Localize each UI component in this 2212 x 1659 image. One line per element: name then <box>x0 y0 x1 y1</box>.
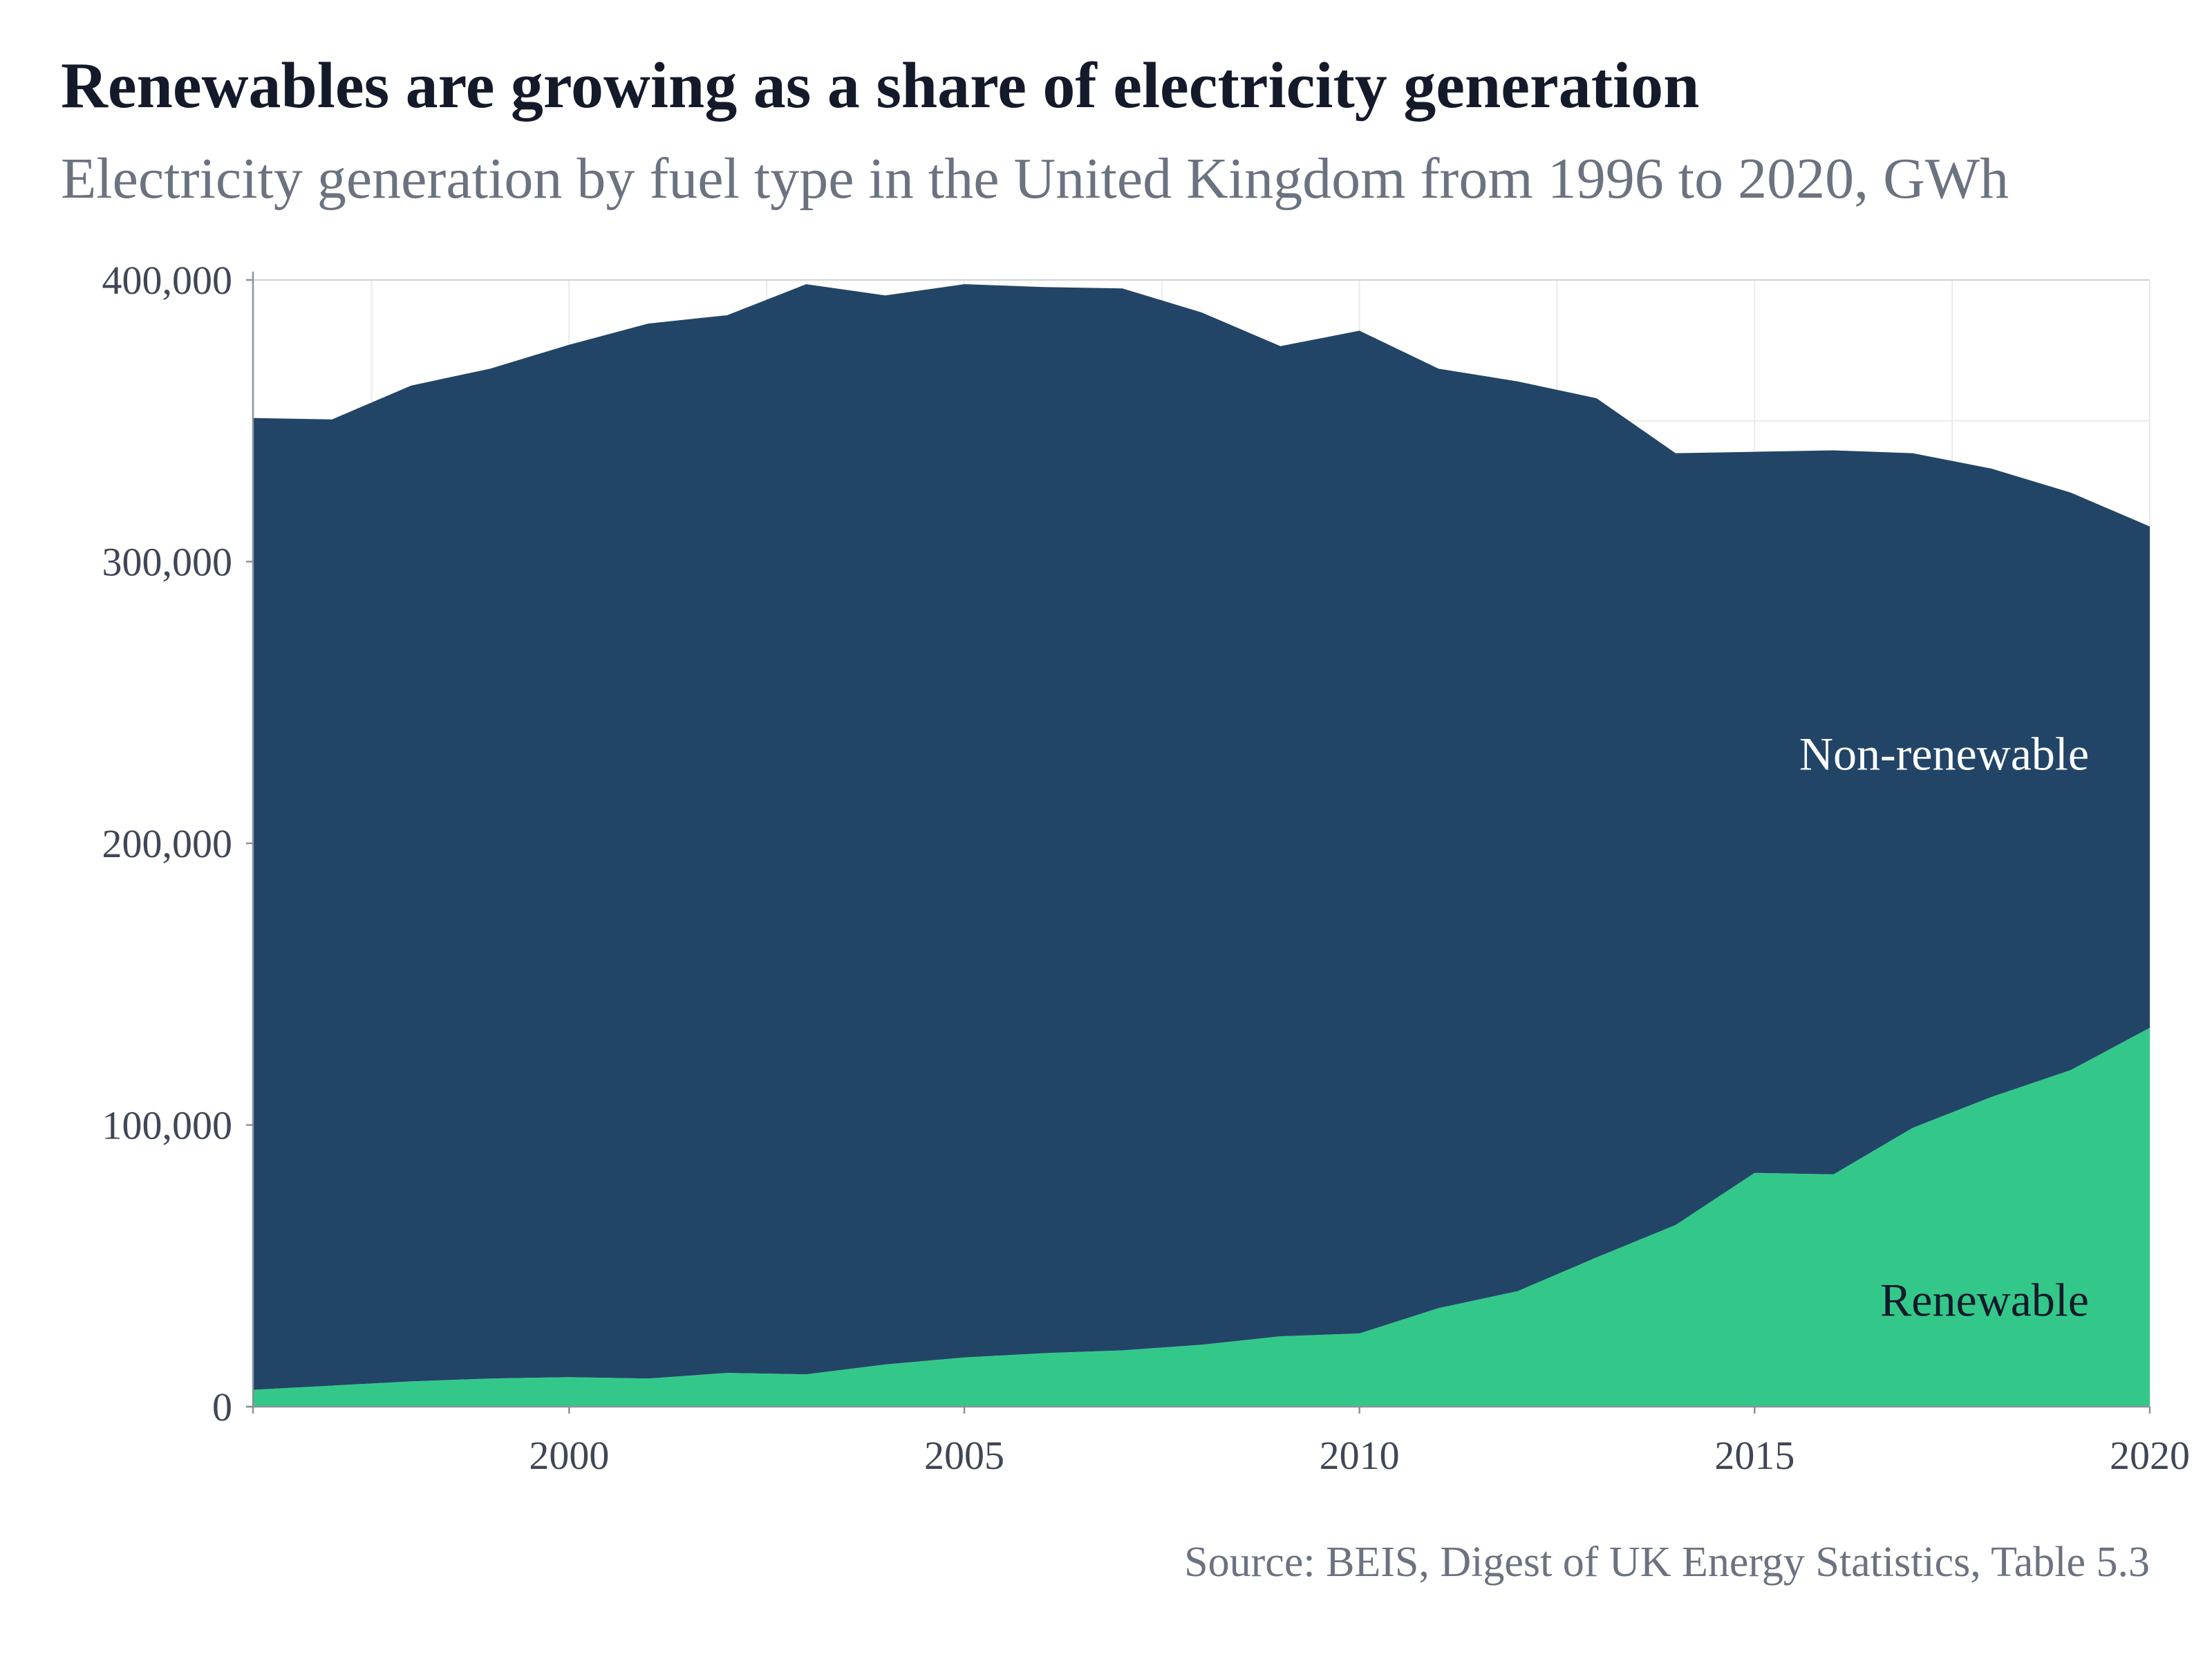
x-tick-label: 2000 <box>529 1433 609 1478</box>
y-tick-label: 400,000 <box>102 258 233 303</box>
source-note: Source: BEIS, Digest of UK Energy Statis… <box>1184 1539 2150 1586</box>
x-tick-label: 2020 <box>2110 1433 2190 1478</box>
y-tick-label: 0 <box>212 1385 232 1430</box>
area-renewable <box>253 1027 2150 1407</box>
chart-areas <box>253 284 2150 1407</box>
chart-subtitle: Electricity generation by fuel type in t… <box>61 147 2009 211</box>
y-tick-label: 300,000 <box>102 540 233 585</box>
tick-labels: 0 100,000 200,000 300,000 400,000 2000 2005 201… <box>102 258 2191 1478</box>
series-label-non-renewable: Non-renewable <box>1799 728 2089 780</box>
x-tick-label: 2015 <box>1714 1433 1794 1478</box>
series-label-renewable: Renewable <box>1880 1274 2089 1327</box>
chart-title: Renewables are growing as a share of ele… <box>61 50 1700 122</box>
area-non-renewable <box>253 284 2150 1390</box>
axes <box>246 272 2151 1414</box>
x-tick-label: 2010 <box>1320 1433 1400 1478</box>
y-tick-label: 100,000 <box>102 1103 233 1148</box>
y-tick-label: 200,000 <box>102 821 233 866</box>
series-labels: Renewable Non-renewable <box>1799 728 2089 1327</box>
x-tick-label: 2005 <box>924 1433 1004 1478</box>
